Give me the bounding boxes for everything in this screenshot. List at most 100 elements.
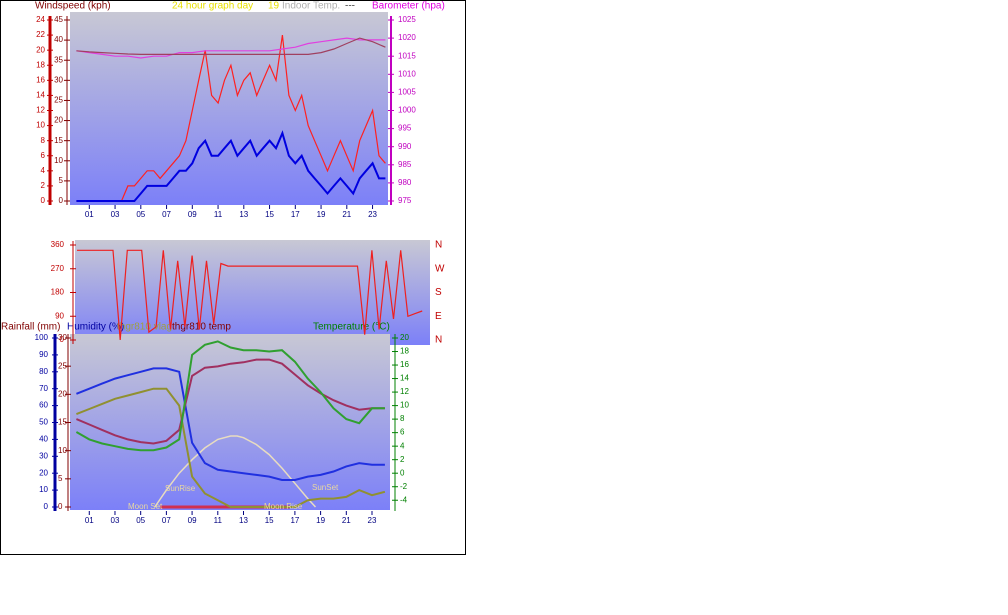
y-tick-label: 8 (41, 136, 46, 145)
indoor-label: Indoor Temp. (282, 1, 340, 12)
x-tick-label: 21 (342, 516, 351, 525)
y-tick-label: 360 (51, 240, 65, 249)
y-tick-label: 24 (36, 15, 45, 24)
y-tick-label: 0 (59, 196, 64, 205)
chart-subtitle: 19 (268, 1, 280, 12)
y-tick-label: 15 (58, 418, 67, 427)
y-tick-label: -2 (400, 482, 408, 491)
y-tick-label: 10 (39, 485, 48, 494)
x-tick-label: 01 (85, 210, 94, 219)
y-tick-label: 15 (54, 136, 63, 145)
series-line (76, 37, 386, 59)
y-tick-label: 20 (39, 468, 48, 477)
legend-entry: thgr810 temp (172, 322, 231, 333)
y-tick-label: 10 (36, 121, 45, 130)
x-tick-label: 09 (188, 516, 197, 525)
y-tick-label: 25 (58, 361, 67, 370)
series-line (76, 37, 386, 55)
series-line (75, 340, 385, 452)
y-tick-label: 12 (400, 387, 409, 396)
y-tick-label: 180 (51, 288, 65, 297)
y-tick-label: 10 (58, 446, 67, 455)
direction-label: E (435, 311, 442, 322)
x-tick-label: 13 (239, 516, 248, 525)
y-tick-label: 6 (41, 151, 46, 160)
direction-label: N (435, 240, 442, 251)
y-tick-label: 10 (400, 401, 409, 410)
series-line (76, 387, 386, 508)
y-tick-label: 30 (39, 451, 48, 460)
annotation: SunSet (312, 483, 339, 492)
y-tick-label: 90 (55, 311, 64, 320)
direction-label: S (435, 287, 442, 298)
x-tick-label: 11 (214, 210, 223, 219)
x-tick-label: 17 (290, 516, 299, 525)
x-tick-label: 23 (368, 516, 377, 525)
y-tick-label: 16 (400, 360, 409, 369)
x-tick-label: 23 (368, 210, 377, 219)
y-tick-label: 14 (400, 374, 409, 383)
y-tick-label: 30 (54, 75, 63, 84)
chart-title: 24 hour graph day (172, 1, 253, 12)
y-tick-label: 1020 (398, 33, 416, 42)
y-tick-label: 25 (54, 96, 63, 105)
y-tick-label: 60 (39, 401, 48, 410)
y-tick-label: 18 (400, 347, 409, 356)
x-tick-label: 03 (111, 210, 120, 219)
y-tick-label: 50 (39, 418, 48, 427)
y-tick-label: 70 (39, 384, 48, 393)
plot-background (70, 12, 388, 205)
y-tick-label: -4 (400, 495, 408, 504)
y-tick-label: 995 (398, 124, 412, 133)
annotation: Moon Set (128, 502, 163, 511)
series-line (77, 249, 423, 341)
y-tick-label: 1015 (398, 51, 416, 60)
axis-title: Rainfall (mm) (1, 322, 60, 333)
y-tick-label: 0 (41, 196, 46, 205)
x-tick-label: 15 (265, 516, 274, 525)
direction-label: W (435, 263, 445, 274)
legend-entry: thgr810 vlag (117, 322, 172, 333)
y-tick-label: 10 (54, 156, 63, 165)
x-tick-label: 19 (316, 516, 325, 525)
series-line (76, 35, 386, 202)
x-tick-label: 05 (136, 516, 145, 525)
y-tick-label: 20 (58, 389, 67, 398)
x-tick-label: 21 (342, 210, 351, 219)
y-tick-label: 0 (44, 502, 49, 511)
y-tick-label: 1010 (398, 69, 416, 78)
axis-title: Barometer (hpa) (372, 1, 445, 12)
y-tick-label: 12 (36, 106, 45, 115)
y-tick-label: 80 (39, 367, 48, 376)
x-tick-label: 09 (188, 210, 197, 219)
axis-title: Windspeed (kph) (35, 1, 111, 12)
y-tick-label: 45 (54, 15, 63, 24)
indoor-value: --- (345, 1, 355, 12)
y-tick-label: 0 (58, 502, 63, 511)
y-tick-label: 975 (398, 196, 412, 205)
series-line (76, 367, 385, 481)
x-tick-label: 01 (85, 516, 94, 525)
y-tick-label: 0 (400, 468, 405, 477)
y-tick-label: 1005 (398, 88, 416, 97)
x-tick-label: 07 (162, 210, 171, 219)
y-tick-label: 1025 (398, 15, 416, 24)
y-tick-label: 30 (58, 333, 67, 342)
y-tick-label: 990 (398, 142, 412, 151)
y-tick-label: 22 (36, 30, 45, 39)
y-tick-label: 20 (36, 45, 45, 54)
y-tick-label: 35 (54, 55, 63, 64)
axis-title: Temperature (°C) (313, 322, 390, 333)
axis-title: Humidity (%) (67, 322, 124, 333)
x-tick-label: 07 (162, 516, 171, 525)
y-tick-label: 40 (39, 435, 48, 444)
annotation: SunRise (165, 484, 196, 493)
x-tick-label: 13 (239, 210, 248, 219)
y-tick-label: 985 (398, 160, 412, 169)
y-tick-label: 5 (59, 176, 64, 185)
x-tick-label: 19 (317, 210, 326, 219)
annotation: Moon Rise (264, 502, 303, 511)
y-tick-label: 980 (398, 178, 412, 187)
